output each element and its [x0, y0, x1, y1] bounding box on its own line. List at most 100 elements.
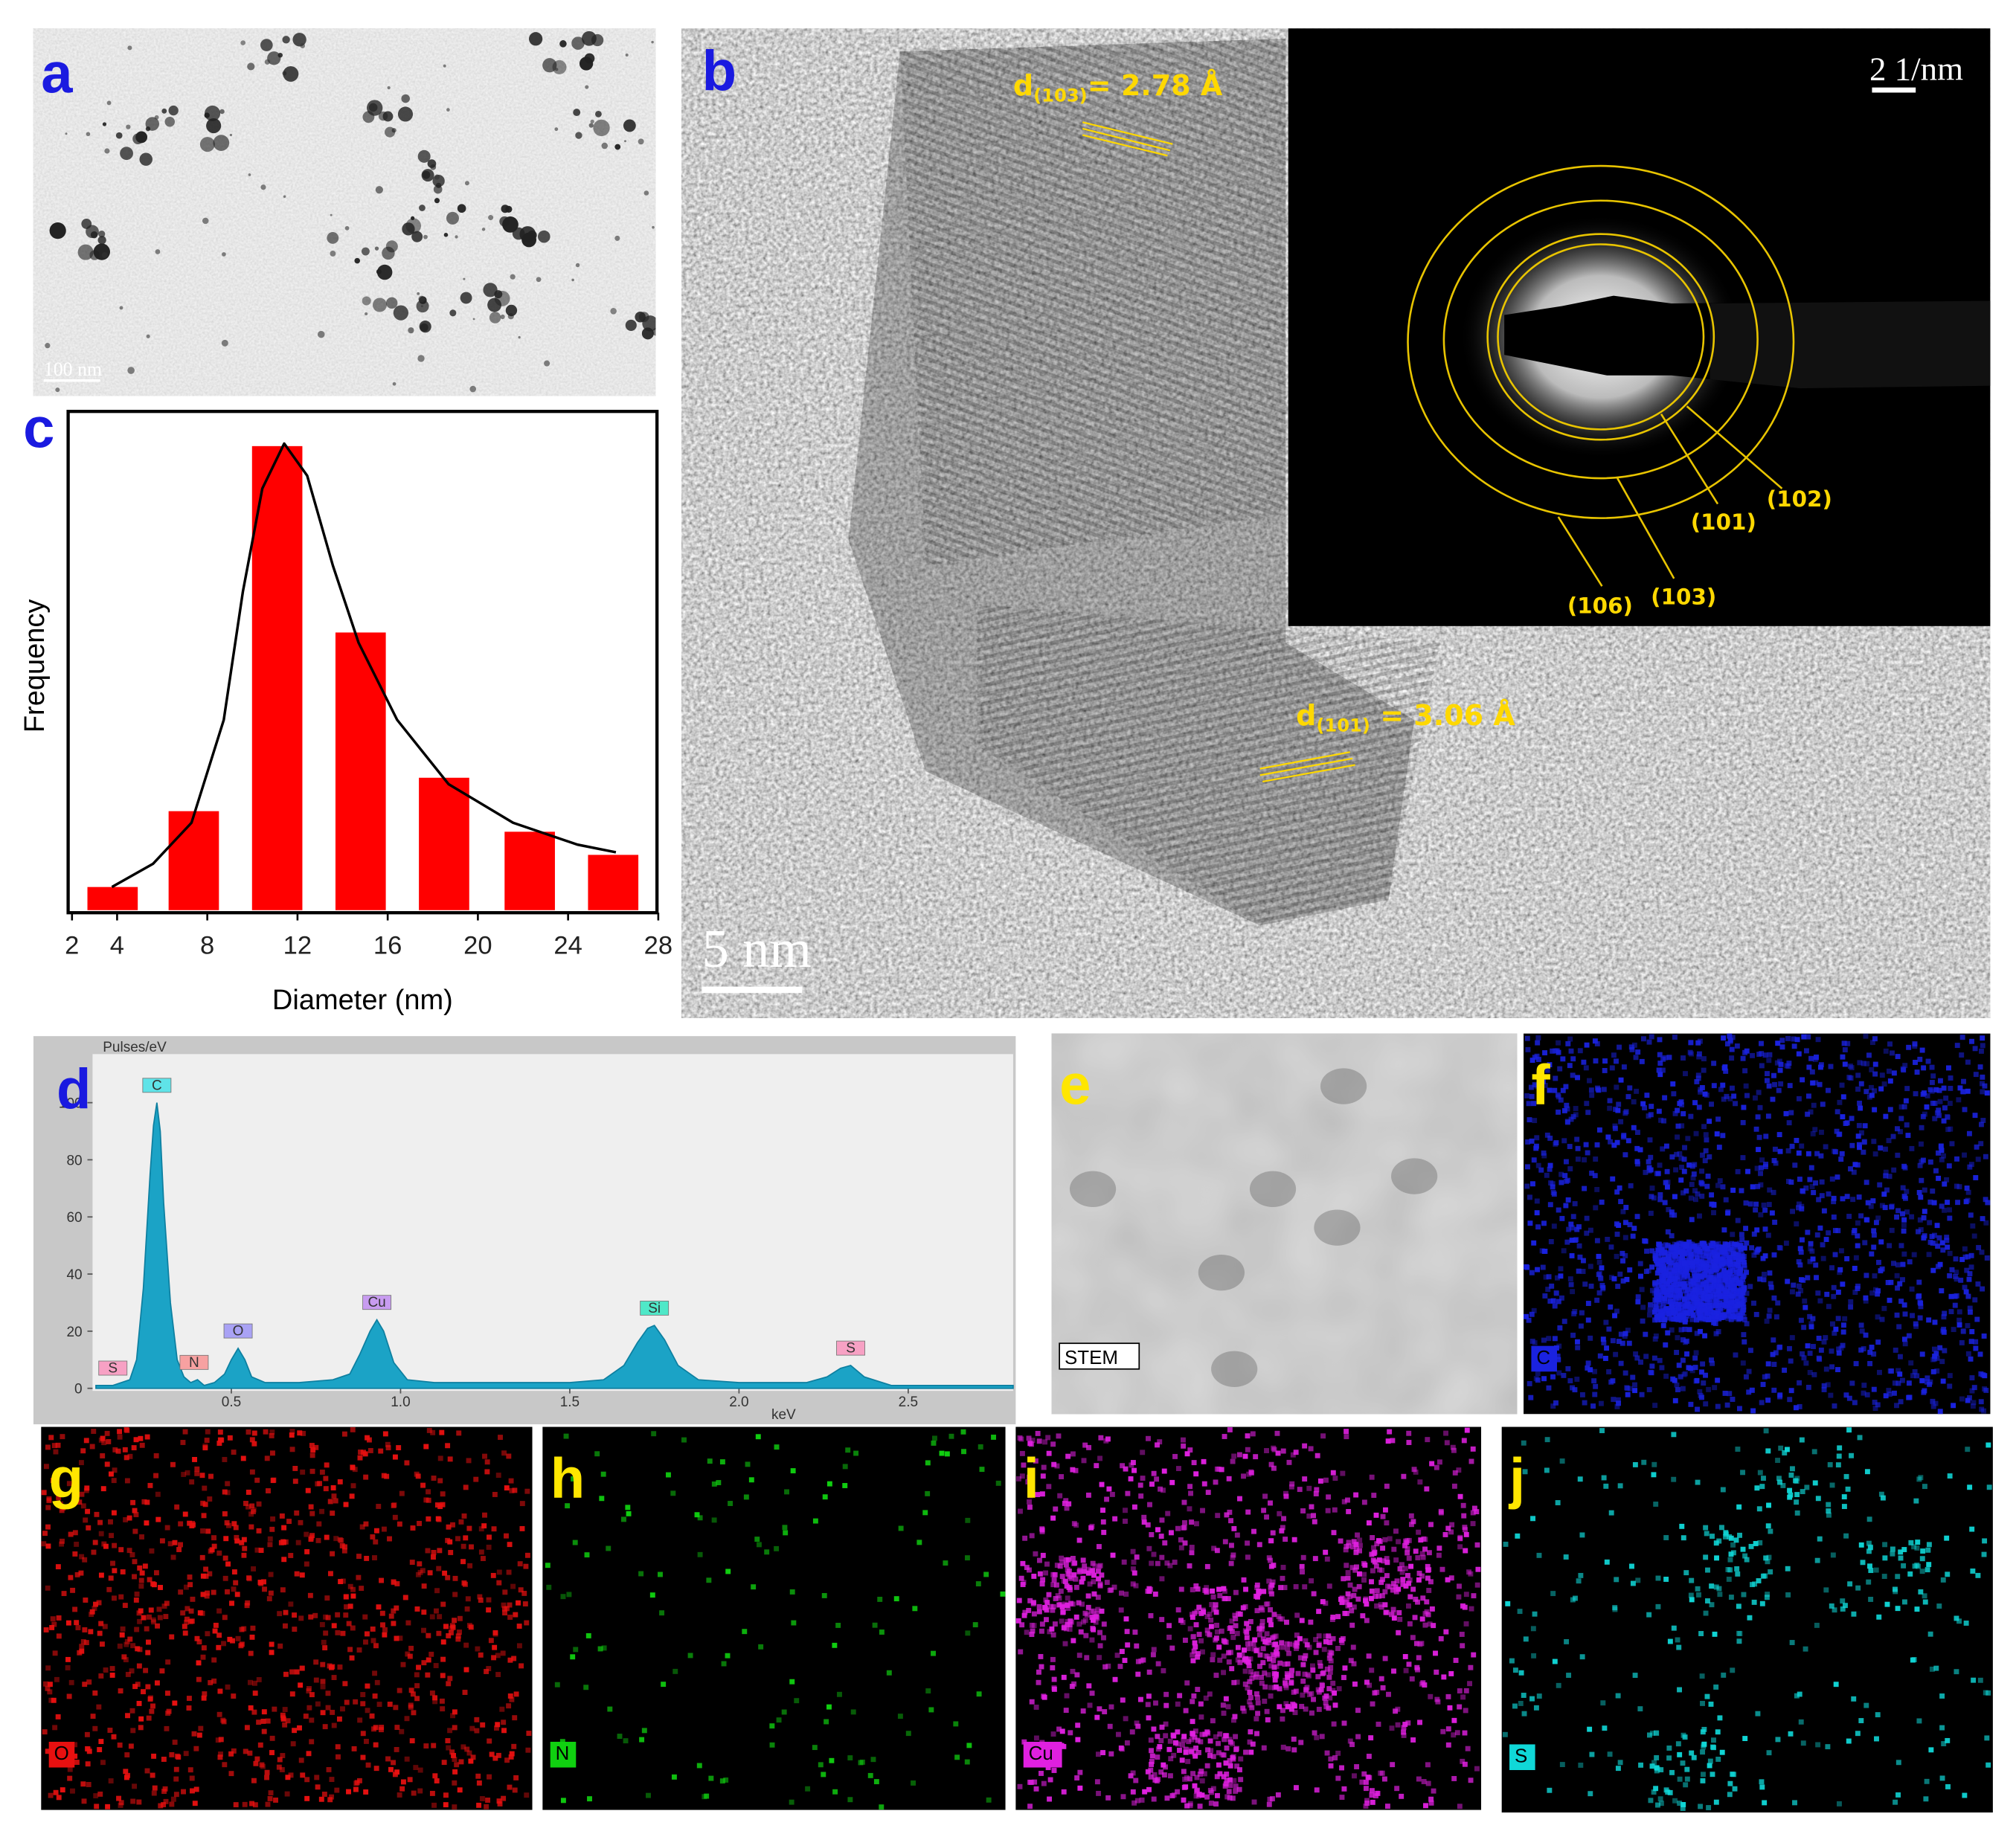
- particle: [221, 339, 228, 347]
- count-dot: [370, 1626, 376, 1632]
- count-dot: [172, 1740, 178, 1746]
- particle: [202, 217, 209, 225]
- bar: [419, 777, 469, 910]
- count-dot: [1694, 1258, 1700, 1264]
- count-dot: [1393, 1557, 1399, 1563]
- count-dot: [1916, 1279, 1922, 1285]
- count-dot: [363, 1789, 369, 1795]
- count-dot: [1302, 1584, 1308, 1590]
- count-dot: [1900, 1211, 1905, 1217]
- count-dot: [1434, 1669, 1439, 1675]
- count-dot: [1327, 1669, 1333, 1675]
- count-dot: [1229, 1666, 1235, 1672]
- count-dot: [373, 1528, 379, 1534]
- count-dot: [124, 1638, 130, 1644]
- count-dot: [363, 1474, 369, 1480]
- count-dot: [1149, 1762, 1155, 1767]
- particle: [571, 278, 574, 282]
- count-dot: [672, 1668, 678, 1674]
- count-dot: [1895, 1285, 1901, 1291]
- count-dot: [452, 1709, 458, 1715]
- count-dot: [94, 1511, 100, 1517]
- rings: [1407, 164, 1795, 587]
- count-dot: [1858, 1130, 1864, 1136]
- count-dot: [303, 1714, 309, 1719]
- count-dot: [367, 1448, 373, 1453]
- count-dot: [1800, 1077, 1805, 1083]
- count-dot: [251, 1778, 257, 1783]
- count-dot: [1715, 1291, 1721, 1296]
- count-dot: [1744, 1240, 1750, 1246]
- count-dot: [597, 1646, 603, 1652]
- count-dot: [1776, 1245, 1782, 1250]
- count-dot: [1676, 1298, 1682, 1304]
- count-dot: [1872, 1071, 1878, 1077]
- count-dot: [486, 1666, 492, 1671]
- count-dot: [1707, 1305, 1713, 1311]
- count-dot: [1771, 1189, 1776, 1195]
- count-dot: [119, 1632, 125, 1638]
- count-dot: [1828, 1392, 1834, 1398]
- count-dot: [1840, 1114, 1846, 1120]
- count-dot: [1283, 1682, 1288, 1688]
- count-dot: [1894, 1312, 1900, 1318]
- count-dot: [1622, 1252, 1628, 1258]
- count-dot: [1568, 1116, 1574, 1122]
- count-dot: [1871, 1139, 1877, 1145]
- count-dot: [111, 1595, 117, 1601]
- count-dot: [369, 1713, 375, 1719]
- count-dot: [1755, 1247, 1761, 1253]
- count-dot: [149, 1548, 155, 1554]
- count-dot: [304, 1777, 310, 1783]
- count-dot: [1895, 1262, 1901, 1268]
- count-dot: [1920, 1113, 1926, 1119]
- count-dot: [1649, 1363, 1655, 1369]
- count-dot: [106, 1438, 112, 1444]
- count-dot: [133, 1597, 139, 1603]
- count-dot: [1056, 1726, 1062, 1732]
- count-dot: [1936, 1087, 1942, 1093]
- count-dot: [697, 1551, 703, 1557]
- particle: [656, 313, 670, 327]
- count-dot: [1059, 1574, 1065, 1580]
- count-dot: [1463, 1708, 1468, 1714]
- count-dot: [1878, 1268, 1884, 1274]
- count-dot: [1730, 1282, 1736, 1288]
- count-dot: [127, 1453, 133, 1459]
- count-dot: [1396, 1610, 1402, 1615]
- count-dot: [102, 1624, 108, 1630]
- x-tick-label: 4: [110, 932, 124, 960]
- count-dot: [1805, 1384, 1811, 1390]
- count-dot: [190, 1596, 196, 1602]
- count-dot: [832, 1642, 838, 1648]
- count-dot: [1875, 1288, 1881, 1294]
- count-dot: [1836, 1350, 1842, 1356]
- count-dot: [118, 1688, 123, 1694]
- count-dot: [1796, 1150, 1802, 1156]
- count-dot: [1283, 1685, 1289, 1690]
- count-dot: [376, 1504, 382, 1509]
- count-dot: [1410, 1586, 1416, 1592]
- count-dot: [1743, 1200, 1749, 1206]
- count-dot: [1744, 1321, 1750, 1327]
- panel-label: b: [702, 39, 736, 103]
- count-dot: [452, 1804, 458, 1810]
- count-dot: [1064, 1505, 1070, 1511]
- count-dot: [1939, 1148, 1945, 1154]
- count-dot: [1594, 1238, 1600, 1244]
- count-dot: [1667, 1291, 1673, 1296]
- count-dot: [1852, 1265, 1858, 1271]
- count-dot: [1637, 1147, 1643, 1153]
- count-dot: [183, 1584, 189, 1590]
- count-dot: [1671, 1298, 1677, 1303]
- count-dot: [462, 1690, 468, 1695]
- count-dot: [1541, 1150, 1547, 1156]
- count-dot: [1735, 1299, 1741, 1304]
- count-dot: [977, 1444, 983, 1450]
- count-dot: [1617, 1044, 1622, 1050]
- count-dot: [742, 1629, 748, 1635]
- peak-tag: [179, 1354, 209, 1370]
- particle: [65, 132, 68, 135]
- count-dot: [126, 1515, 132, 1521]
- count-dot: [1024, 1630, 1030, 1635]
